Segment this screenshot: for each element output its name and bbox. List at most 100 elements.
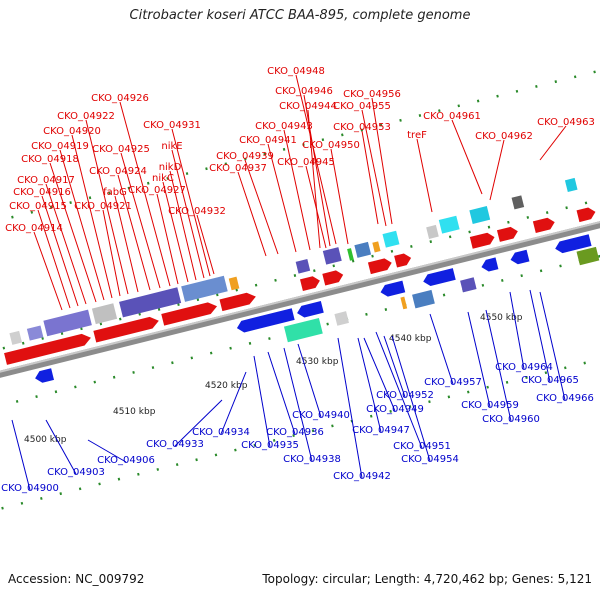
feature-block [438, 215, 460, 234]
gene-label[interactable]: CKO_04959 [461, 400, 519, 411]
forward-gene-arrow [469, 232, 495, 249]
feature-block [382, 230, 400, 248]
gene-label[interactable]: CKO_04955 [333, 101, 391, 112]
gene-label[interactable]: CKO_04906 [97, 455, 155, 466]
gene-label[interactable]: CKO_04956 [343, 89, 401, 100]
feature-block [43, 309, 92, 337]
gene-label[interactable]: CKO_04953 [333, 122, 391, 133]
reverse-gene-arrow [380, 280, 406, 297]
gene-label[interactable]: CKO_04963 [537, 117, 595, 128]
gene-label[interactable]: CKO_04941 [239, 135, 297, 146]
gene-label[interactable]: CKO_04924 [89, 166, 147, 177]
gene-label[interactable]: CKO_04954 [401, 454, 459, 465]
gene-label[interactable]: nikD [159, 162, 182, 173]
gene-label[interactable]: CKO_04950 [302, 140, 360, 151]
gene-label[interactable]: CKO_04961 [423, 111, 481, 122]
gene-label[interactable]: CKO_04949 [366, 404, 424, 415]
gene-label[interactable]: CKO_04936 [266, 427, 324, 438]
forward-gene-arrow [93, 316, 159, 343]
gene-leader-line [253, 355, 271, 448]
gene-leader-line [361, 130, 379, 225]
gene-label[interactable]: CKO_04920 [43, 126, 101, 137]
gene-label[interactable]: CKO_04965 [521, 375, 579, 386]
gene-leader-line [391, 335, 431, 462]
forward-gene-arrow [367, 258, 392, 275]
gene-label[interactable]: CKO_04917 [17, 175, 75, 186]
gene-label[interactable]: CKO_04937 [209, 163, 267, 174]
gene-label[interactable]: CKO_04915 [9, 201, 67, 212]
gene-leader-line [383, 335, 406, 398]
reverse-gene-arrow [35, 368, 55, 383]
gene-leader-line [361, 109, 387, 227]
feature-blocks-upper [9, 177, 578, 345]
gene-label[interactable]: CKO_04931 [143, 120, 201, 131]
gene-label[interactable]: nikE [161, 141, 182, 152]
genome-backbone-highlight [0, 209, 600, 386]
gene-label[interactable]: CKO_04932 [168, 206, 226, 217]
reverse-gene-arrow [236, 308, 295, 333]
gene-label[interactable]: CKO_04926 [91, 93, 149, 104]
forward-gene-arrow [394, 253, 412, 268]
gene-leader-line [114, 195, 139, 293]
gene-leader-line [330, 148, 349, 245]
gene-label[interactable]: CKO_04948 [267, 66, 325, 77]
feature-block [347, 248, 354, 261]
gene-label[interactable]: CKO_04918 [21, 154, 79, 165]
gene-label[interactable]: CKO_04947 [352, 425, 410, 436]
map-title: Citrobacter koseri ATCC BAA-895, complet… [129, 8, 471, 23]
gene-label[interactable]: CKO_04919 [31, 141, 89, 152]
scale-label: 4520 kbp [205, 381, 248, 391]
gene-label[interactable]: CKO_04938 [283, 454, 341, 465]
gene-label[interactable]: CKO_04927 [128, 185, 186, 196]
feature-block [354, 241, 372, 258]
gene-label[interactable]: CKO_04940 [292, 410, 350, 421]
gene-label[interactable]: CKO_04942 [333, 471, 391, 482]
gene-label[interactable]: CKO_04925 [92, 144, 150, 155]
gene-label[interactable]: treF [407, 130, 427, 141]
gene-label[interactable]: CKO_04943 [255, 121, 313, 132]
reverse-gene-arrow [481, 257, 499, 272]
feature-block [511, 195, 525, 210]
gene-label[interactable]: CKO_04903 [47, 467, 105, 478]
gene-label[interactable]: CKO_04962 [475, 131, 533, 142]
gene-leader-line [539, 125, 567, 161]
forward-gene-arrow [576, 207, 596, 223]
gene-label[interactable]: fabG [103, 187, 127, 198]
gene-leader-line [529, 289, 551, 383]
gene-label[interactable]: CKO_04966 [536, 393, 594, 404]
feature-block [283, 317, 323, 343]
gene-label[interactable]: CKO_04964 [495, 362, 553, 373]
gene-label[interactable]: CKO_04914 [5, 223, 63, 234]
gene-label[interactable]: CKO_04900 [1, 483, 59, 494]
gene-label[interactable]: CKO_04933 [146, 439, 204, 450]
gene-label[interactable]: CKO_04921 [74, 201, 132, 212]
gene-label[interactable]: CKO_04946 [275, 86, 333, 97]
gene-label[interactable]: CKO_04934 [192, 427, 250, 438]
feature-block [91, 303, 118, 325]
gene-leader-line [297, 343, 322, 418]
feature-block [576, 246, 600, 266]
gene-leader-line [171, 128, 211, 277]
gene-label[interactable]: CKO_04945 [277, 157, 335, 168]
gene-label[interactable]: CKO_04952 [376, 390, 434, 401]
reverse-gene-arrow [555, 234, 592, 254]
gene-label[interactable]: CKO_04939 [216, 151, 274, 162]
feature-block [9, 330, 23, 345]
feature-block [460, 277, 477, 293]
feature-block [469, 206, 491, 224]
gene-leader-line [357, 337, 382, 433]
gene-label[interactable]: CKO_04944 [279, 101, 337, 112]
feature-block [400, 296, 408, 310]
gene-label[interactable]: nikC [152, 173, 174, 184]
gene-label[interactable]: CKO_04922 [57, 111, 115, 122]
gene-label[interactable]: CKO_04951 [393, 441, 451, 452]
tick-track-bottom [0, 337, 600, 515]
gene-label[interactable]: CKO_04916 [13, 187, 71, 198]
gene-label[interactable]: CKO_04935 [241, 440, 299, 451]
gene-leader-line [303, 94, 331, 247]
feature-block [26, 325, 44, 341]
gene-label[interactable]: CKO_04957 [424, 377, 482, 388]
gene-leader-line [45, 419, 77, 475]
gene-label[interactable]: CKO_04960 [482, 414, 540, 425]
feature-block [119, 287, 182, 318]
